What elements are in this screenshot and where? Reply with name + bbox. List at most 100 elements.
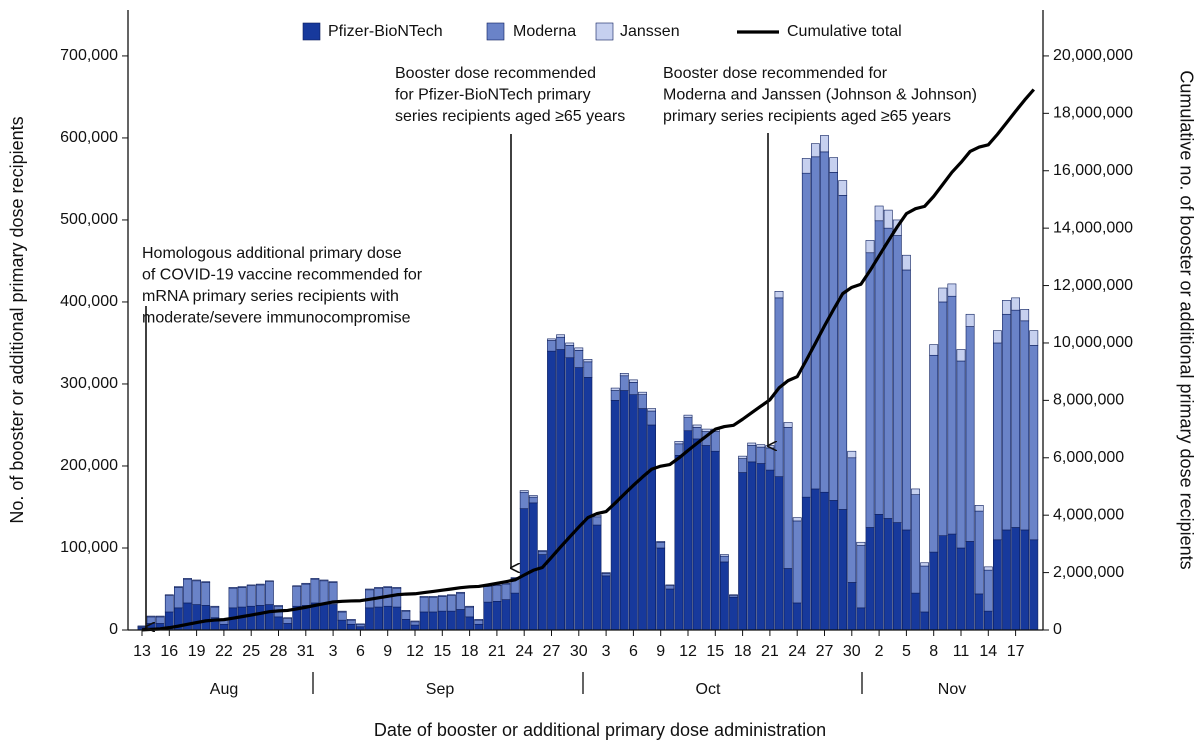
x-tick-label: 18 (734, 643, 752, 660)
bar-segment (783, 422, 793, 428)
bar-segment (774, 290, 784, 299)
bar-segment (1002, 529, 1011, 631)
bar-segment (465, 616, 474, 631)
bar-segment (601, 572, 611, 574)
bar-segment (719, 561, 729, 631)
x-tick-label: 11 (953, 643, 970, 660)
bar-segment (801, 158, 811, 174)
bar-segment (319, 579, 329, 582)
bar-segment (883, 518, 893, 631)
annotation: Booster dose recommended for (663, 65, 888, 82)
bar-segment (219, 623, 229, 631)
bar-segment (628, 382, 638, 395)
legend-label: Moderna (513, 23, 576, 40)
bar-segment (610, 400, 620, 631)
bar-segment (901, 254, 911, 271)
bar-segment (246, 584, 256, 587)
y2-tick-label: 12,000,000 (1053, 277, 1133, 294)
bar-segment (783, 427, 793, 569)
bar-segment (865, 240, 875, 254)
bar-segment (710, 431, 720, 452)
bar-segment (465, 605, 474, 608)
bar-segment (747, 442, 757, 446)
bar-segment (355, 623, 365, 628)
bar-segment (911, 494, 920, 594)
annotation: series recipients aged ≥65 years (395, 108, 625, 125)
y-tick-label: 700,000 (60, 47, 118, 64)
bar-segment (255, 605, 265, 631)
bar-segment (610, 390, 620, 401)
bar-segment (210, 605, 220, 608)
bar-segment (801, 172, 811, 498)
bar-segment (301, 583, 311, 606)
bar-segment (938, 535, 948, 631)
bar-segment (874, 205, 884, 222)
y-axis-title: No. of booster or additional primary dos… (7, 116, 27, 523)
bar-segment (392, 587, 402, 589)
bar-segment (656, 541, 666, 549)
bar-segment (146, 616, 156, 624)
bar-segment (446, 610, 456, 631)
bar-segment (810, 156, 820, 490)
bar-segment (883, 209, 893, 229)
bar-segment (665, 585, 675, 590)
bar-segment (756, 463, 766, 631)
x-tick-label: 27 (543, 643, 561, 660)
bar-segment (383, 605, 393, 631)
y-tick-label: 400,000 (60, 293, 118, 310)
bar-segment (1029, 345, 1039, 541)
bar-segment (456, 609, 465, 631)
bar-segment (1011, 309, 1020, 528)
y-tick-label: 200,000 (60, 457, 118, 474)
bar-segment (929, 551, 939, 631)
bar-segment (492, 600, 502, 631)
annotation: moderate/severe immunocompromise (142, 310, 411, 327)
bar-segment (146, 615, 156, 618)
bar-segment (374, 606, 383, 631)
bar-segment (965, 313, 975, 327)
annotation: Booster dose recommended (395, 65, 596, 82)
x-tick-label: 30 (843, 643, 861, 660)
bar-segment (738, 458, 747, 473)
y2-tick-label: 10,000,000 (1053, 334, 1133, 351)
x-tick-label: 30 (570, 643, 588, 660)
bar-segment (674, 441, 684, 445)
bar-segment (920, 562, 929, 567)
bar-segment (947, 295, 957, 535)
bar-segment (947, 533, 957, 631)
x-tick-label: 17 (1007, 643, 1025, 660)
bar-segment (255, 584, 265, 606)
bar-segment (810, 143, 820, 158)
bar-segment (856, 541, 866, 546)
bar-segment (183, 578, 192, 604)
bar-segment (401, 610, 411, 620)
bar-segment (765, 469, 775, 631)
x-tick-label: 6 (629, 643, 638, 660)
bar-segment (929, 344, 939, 356)
y2-tick-label: 20,000,000 (1053, 47, 1133, 64)
bar-segment (765, 447, 775, 471)
bar-segment (983, 610, 993, 631)
x-tick-label: 12 (406, 643, 424, 660)
bar-segment (865, 527, 875, 631)
annotation: mRNA primary series recipients with (142, 288, 399, 305)
bar-segment (983, 569, 993, 612)
bar-segment (1029, 539, 1039, 631)
y2-tick-label: 14,000,000 (1053, 219, 1133, 236)
bar-segment (492, 585, 502, 602)
bar-segment (446, 594, 456, 596)
bar-segment (647, 408, 656, 412)
bar-segment (865, 252, 875, 528)
bar-segment (346, 619, 356, 621)
bar-segment (465, 606, 474, 618)
x-tick-label: 2 (875, 643, 884, 660)
y2-tick-label: 0 (1053, 621, 1062, 638)
bar-segment (292, 585, 302, 587)
bar-segment (792, 517, 802, 522)
bar-segment (456, 592, 465, 610)
x-tick-label: 21 (761, 643, 779, 660)
bar-segment (747, 461, 757, 631)
bar-segment (228, 587, 238, 589)
bar-segment (911, 592, 920, 631)
bar-segment (583, 377, 593, 631)
